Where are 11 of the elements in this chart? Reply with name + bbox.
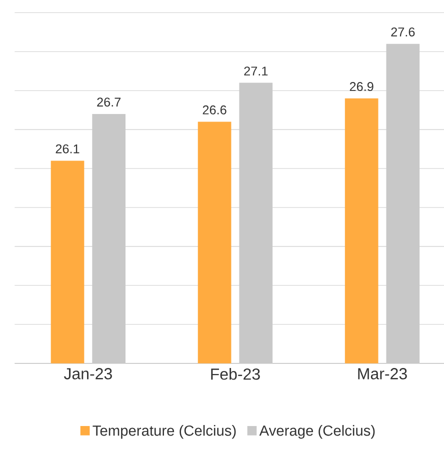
data-label: 27.1 [244, 66, 268, 76]
data-label: 26.9 [350, 82, 374, 92]
legend-label: Temperature (Celcius) [92, 425, 236, 439]
data-label: 26.1 [56, 144, 80, 154]
data-label: 26.7 [97, 98, 121, 107]
x-tick-label: Feb-23 [211, 368, 260, 380]
data-label: 27.6 [391, 27, 415, 36]
legend-label: Average (Celcius) [259, 425, 375, 439]
data-label: 26.6 [202, 105, 226, 114]
x-tick-label: Mar-23 [358, 368, 407, 380]
x-tick-label: Jan-23 [64, 368, 112, 380]
